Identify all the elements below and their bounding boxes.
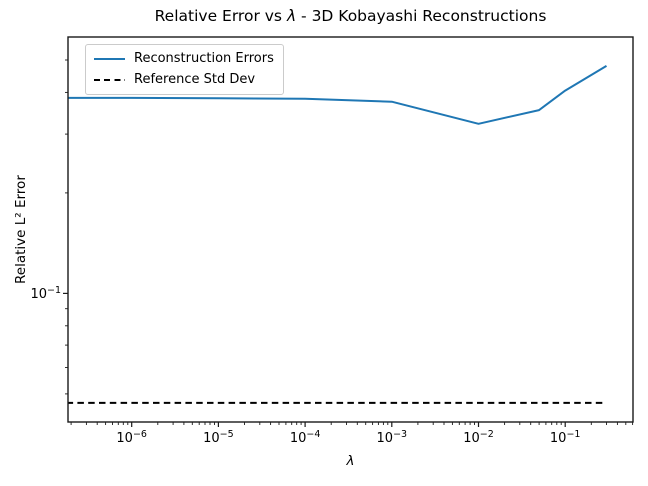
- x-tick-label: 10−5: [203, 429, 234, 446]
- legend-solid-line-sample: [94, 58, 125, 60]
- y-tick-label: 10−1: [30, 285, 61, 302]
- legend-dashed-line-sample: [94, 79, 125, 81]
- x-tick-label: 10−1: [550, 429, 581, 446]
- legend-item-reference-std-dev: Reference Std Dev: [94, 71, 274, 89]
- legend-label-reference-std-dev: Reference Std Dev: [134, 72, 256, 87]
- legend: Reconstruction Errors Reference Std Dev: [85, 44, 284, 95]
- x-tick-label: 10−3: [377, 429, 408, 446]
- chart-title-pre: Relative Error vs: [154, 7, 287, 25]
- chart-title-post: - 3D Kobayashi Reconstructions: [296, 7, 547, 25]
- legend-label-reconstruction-errors: Reconstruction Errors: [134, 51, 274, 66]
- chart-title-lambda: λ: [286, 7, 297, 25]
- legend-item-reconstruction-errors: Reconstruction Errors: [94, 50, 274, 68]
- chart-title: Relative Error vs λ - 3D Kobayashi Recon…: [68, 7, 633, 25]
- plot-border: [67, 36, 634, 423]
- x-tick-label: 10−4: [290, 429, 321, 446]
- y-axis-label: Relative L² Error: [13, 175, 29, 284]
- x-tick-label: 10−6: [116, 429, 147, 446]
- reconstruction-errors-line: [68, 65, 608, 125]
- x-axis-label: λ: [346, 453, 355, 469]
- x-tick-label: 10−2: [463, 429, 494, 446]
